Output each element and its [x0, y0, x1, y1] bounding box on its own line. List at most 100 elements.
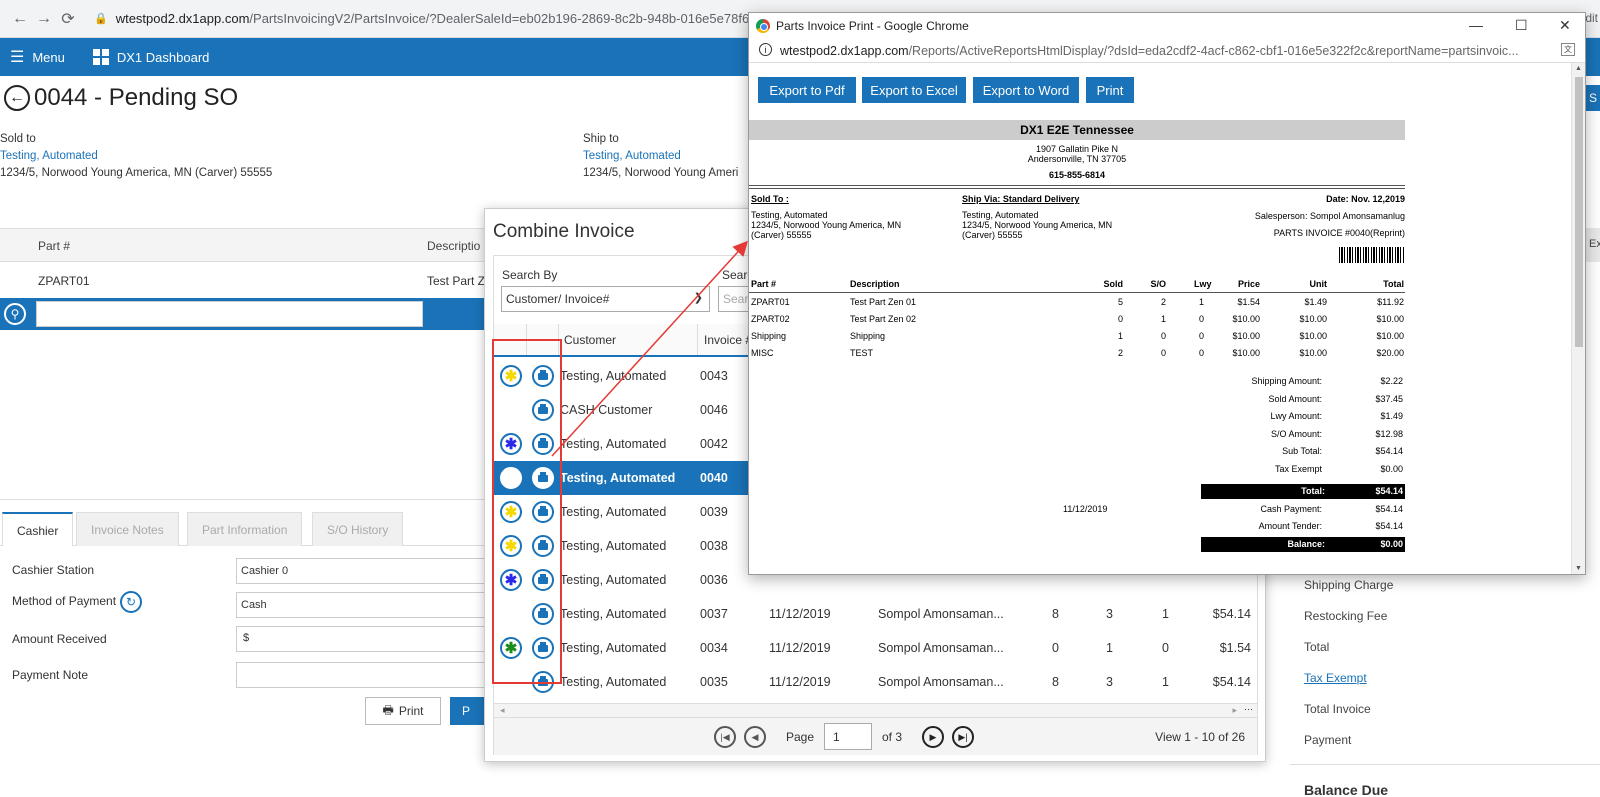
- report-ship-line1: 1234/5, Norwood Young America, MN: [962, 220, 1113, 230]
- ship-to-name[interactable]: Testing, Automated: [583, 150, 681, 162]
- col-invoice[interactable]: Invoice #: [704, 333, 753, 347]
- confirm-button[interactable]: P: [450, 697, 490, 725]
- hamburger-icon[interactable]: ☰: [10, 49, 25, 66]
- info-icon[interactable]: i: [759, 43, 772, 56]
- status-star-icon[interactable]: ✱: [500, 637, 522, 659]
- url-host[interactable]: wtestpod2.dx1app.com: [115, 11, 250, 26]
- prev-page-icon[interactable]: ◀: [744, 726, 766, 748]
- report-line-unit: $10.00: [1299, 331, 1327, 341]
- status-star-icon[interactable]: ✱: [500, 535, 522, 557]
- report-divider: [749, 188, 1405, 189]
- method-select[interactable]: Cash: [236, 592, 486, 618]
- report-ship-line2: (Carver) 55555: [962, 230, 1023, 240]
- popup-vertical-scrollbar[interactable]: ▲ ▼: [1571, 63, 1585, 574]
- print-button[interactable]: 🖶 Print: [365, 697, 441, 725]
- search-by-select[interactable]: Customer/ Invoice# ❯: [501, 286, 710, 312]
- print-icon[interactable]: [532, 569, 554, 591]
- status-star-icon[interactable]: [500, 467, 522, 489]
- scroll-up-icon[interactable]: ▲: [1575, 65, 1582, 72]
- next-page-icon[interactable]: ▶: [922, 726, 944, 748]
- print-icon[interactable]: [532, 603, 554, 625]
- export-pdf-button[interactable]: Export to Pdf: [758, 77, 856, 103]
- minimize-icon[interactable]: —: [1469, 17, 1483, 33]
- tab-invoice-notes[interactable]: Invoice Notes: [76, 512, 179, 546]
- scroll-down-icon[interactable]: ▼: [1575, 565, 1582, 572]
- table-row[interactable]: ✱ Testing, Automated 0034 11/12/2019 Sompol …: [494, 631, 1257, 665]
- payment-note-input[interactable]: [236, 662, 486, 688]
- print-report-button[interactable]: Print: [1086, 77, 1134, 103]
- tab-part-information[interactable]: Part Information: [187, 512, 303, 546]
- forward-arrow-icon[interactable]: →: [36, 9, 52, 27]
- table-row[interactable]: ✱ Testing, Automated 0036: [494, 563, 1257, 597]
- status-star-icon[interactable]: ✱: [500, 365, 522, 387]
- status-star-icon[interactable]: ✱: [500, 433, 522, 455]
- close-icon[interactable]: ✕: [1559, 17, 1571, 33]
- invoice-cell: 0036: [700, 573, 728, 587]
- balance-due-label: Balance Due: [1304, 782, 1389, 797]
- url-path[interactable]: /PartsInvoicingV2/PartsInvoice/?DealerSa…: [249, 11, 757, 26]
- print-icon[interactable]: [532, 501, 554, 523]
- status-star-icon[interactable]: ✱: [500, 569, 522, 591]
- tax-exempt-link[interactable]: Tax Exempt: [1304, 671, 1367, 685]
- popup-url[interactable]: wtestpod2.dx1app.com/Reports/ActiveRepor…: [780, 44, 1519, 58]
- amount-input[interactable]: $: [236, 626, 486, 652]
- cashier-station-select[interactable]: Cashier 0: [236, 558, 486, 584]
- salesperson-cell: Sompol Amonsaman...: [878, 675, 1004, 689]
- part-description: Test Part Z: [427, 274, 486, 288]
- report-sold-name: Testing, Automated: [751, 210, 828, 220]
- back-arrow-icon[interactable]: ←: [12, 9, 28, 27]
- table-row[interactable]: ZPART01 Test Part Z: [0, 262, 490, 298]
- confirm-button-label: P: [462, 704, 471, 718]
- tab-cashier[interactable]: Cashier: [2, 512, 74, 546]
- scroll-right-icon[interactable]: ▸: [1232, 705, 1237, 715]
- print-icon[interactable]: [532, 637, 554, 659]
- last-page-icon[interactable]: ▶|: [952, 726, 974, 748]
- report-line-lwy: 0: [1198, 348, 1204, 358]
- horizontal-scrollbar[interactable]: ◂ ▸ ⋯: [494, 703, 1257, 717]
- report-total-value: $2.22: [1380, 376, 1403, 386]
- sold-to-block: Sold to Testing, Automated 1234/5, Norwo…: [0, 131, 272, 182]
- export-excel-button[interactable]: Export to Excel: [862, 77, 966, 103]
- scroll-left-icon[interactable]: ◂: [500, 705, 505, 715]
- menu-link[interactable]: Menu: [32, 49, 65, 65]
- print-icon[interactable]: [532, 535, 554, 557]
- status-star-icon[interactable]: ✱: [500, 501, 522, 523]
- report-total-label: Lwy Amount:: [1270, 411, 1322, 421]
- refresh-icon[interactable]: ↻: [120, 591, 143, 613]
- col-customer[interactable]: Customer: [564, 333, 617, 347]
- col-description[interactable]: Descriptio: [427, 239, 481, 253]
- table-row[interactable]: ✱ Testing, Automated 0038: [494, 529, 1257, 563]
- scrollbar-thumb[interactable]: [1575, 77, 1583, 347]
- customer-cell: CASH Customer: [560, 403, 653, 417]
- more-icon[interactable]: ⋯: [1244, 704, 1253, 714]
- reload-icon[interactable]: ⟳: [61, 10, 75, 28]
- report-balance-value: $0.00: [1380, 539, 1403, 549]
- back-circle-icon[interactable]: ←: [4, 85, 30, 111]
- table-row[interactable]: Testing, Automated 0037 11/12/2019 Sompol A…: [494, 597, 1257, 631]
- tab-so-history[interactable]: S/O History: [312, 512, 404, 546]
- dashboard-link[interactable]: DX1 Dashboard: [116, 49, 210, 65]
- cashier-tabs: Cashier Invoice Notes Part Information S…: [0, 512, 490, 546]
- balance-bar: Balance: $0.00: [1201, 537, 1405, 552]
- first-page-icon[interactable]: |◀: [714, 726, 736, 748]
- ship-to-block: Ship to Testing, Automated 1234/5, Norwo…: [583, 131, 738, 182]
- col-part[interactable]: Part #: [38, 239, 71, 253]
- popup-window-title: Parts Invoice Print - Google Chrome: [776, 19, 969, 33]
- table-row[interactable]: ✱ Testing, Automated 0039: [494, 495, 1257, 529]
- print-icon[interactable]: [532, 433, 554, 455]
- report-salesperson: Salesperson: Sompol Amonsamanlug: [1254, 211, 1405, 221]
- table-row[interactable]: Testing, Automated 0035 11/12/2019 Sompol A…: [494, 665, 1257, 699]
- translate-icon[interactable]: 文: [1561, 43, 1575, 56]
- report-line-desc: Test Part Zen 01: [850, 297, 917, 307]
- part-search-input[interactable]: [36, 301, 423, 327]
- cash-payment-label: Cash Payment:: [1260, 504, 1322, 514]
- sold-to-name[interactable]: Testing, Automated: [0, 150, 98, 162]
- search-icon[interactable]: ⚲: [4, 303, 26, 325]
- printer-icon: 🖶: [382, 702, 394, 717]
- export-word-button[interactable]: Export to Word: [973, 77, 1079, 103]
- print-icon[interactable]: [532, 467, 554, 489]
- maximize-icon[interactable]: ☐: [1515, 17, 1528, 33]
- page-label: Page: [786, 730, 815, 744]
- report-line-price: $10.00: [1232, 331, 1260, 341]
- page-input[interactable]: 1: [824, 723, 872, 750]
